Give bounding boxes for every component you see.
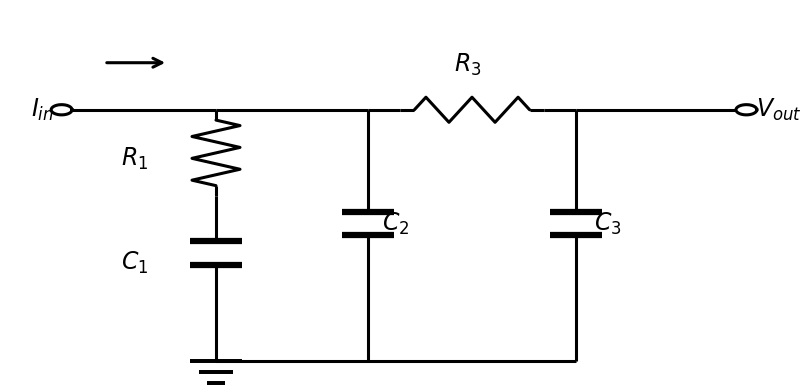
Text: $V_{out}$: $V_{out}$ xyxy=(756,97,800,123)
Text: $R_3$: $R_3$ xyxy=(454,52,482,78)
Text: $R_1$: $R_1$ xyxy=(121,146,148,172)
Text: $C_2$: $C_2$ xyxy=(382,211,410,236)
Text: $C_1$: $C_1$ xyxy=(121,250,148,276)
Text: $I_{in}$: $I_{in}$ xyxy=(31,97,54,123)
Text: $C_3$: $C_3$ xyxy=(594,211,622,236)
